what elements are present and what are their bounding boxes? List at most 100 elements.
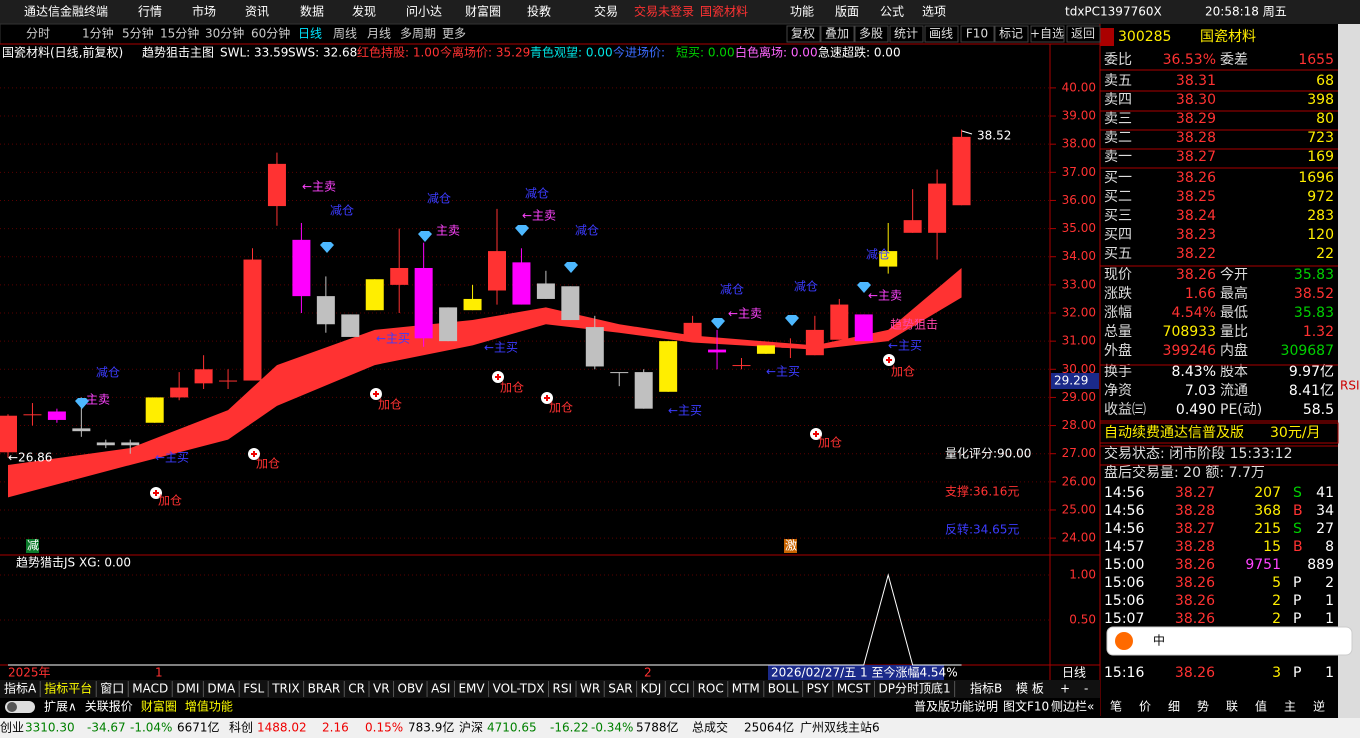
tab-right[interactable]: 指标B xyxy=(970,681,1002,696)
indicator-tab[interactable]: 指标平台 xyxy=(44,681,92,696)
toolbar-button[interactable]: F10 xyxy=(966,27,988,41)
menu-item[interactable]: 发现 xyxy=(352,4,376,19)
indicator-tab[interactable]: OBV xyxy=(398,682,424,696)
indicator-tab[interactable]: 窗口 xyxy=(100,682,124,696)
menu-item[interactable]: 交易 xyxy=(594,4,618,19)
period-tab[interactable]: 1分钟 xyxy=(82,26,114,41)
indicator-tab[interactable]: ASI xyxy=(431,682,450,696)
book-label: 卖二 xyxy=(1104,130,1132,146)
indicator-tab[interactable]: DMA xyxy=(207,682,236,696)
period-tab[interactable]: 日线 xyxy=(298,27,322,41)
tick-count: 41 xyxy=(1316,485,1334,501)
quote-tab[interactable]: 逆 xyxy=(1313,699,1325,714)
quote-tab[interactable]: 细 xyxy=(1168,700,1180,714)
quote-tab[interactable]: 联 xyxy=(1226,700,1238,714)
menu-item[interactable]: 行情 xyxy=(138,5,162,19)
period-tab[interactable]: 多周期 xyxy=(400,27,436,41)
indicator-tab[interactable]: EMV xyxy=(458,682,485,696)
toolbar-button[interactable]: 画线 xyxy=(929,27,953,41)
indicator-tab[interactable]: 指标A xyxy=(4,681,37,696)
tick-volume: 15 xyxy=(1263,539,1281,555)
sidebar-bg xyxy=(1338,24,1360,718)
indicator-tab[interactable]: SAR xyxy=(608,682,632,696)
chart-annotation: 反转:34.65元 xyxy=(945,522,1019,537)
period-tab[interactable]: 30分钟 xyxy=(205,26,244,41)
indicator-tab[interactable]: TRIX xyxy=(271,682,299,696)
status-item: 0.15% xyxy=(365,721,403,735)
menu-item[interactable]: 市场 xyxy=(192,4,216,19)
ext-tab[interactable]: 增值功能 xyxy=(185,699,233,714)
menu-item[interactable]: 公式 xyxy=(880,5,904,19)
menu-item[interactable]: 问小达 xyxy=(406,5,442,19)
period-tab[interactable]: 5分钟 xyxy=(122,26,154,41)
indicator-tab[interactable]: CR xyxy=(348,682,365,696)
toolbar-button[interactable]: 返回 xyxy=(1071,27,1095,41)
quote-tab[interactable]: 价 xyxy=(1139,700,1151,714)
menu-alert[interactable]: 交易未登录 xyxy=(634,4,694,19)
period-tab[interactable]: 更多 xyxy=(442,27,466,41)
tab-right[interactable]: 模 板 xyxy=(1016,682,1044,696)
ext-tab-right[interactable]: 普及版功能说明 xyxy=(914,699,998,714)
tick-count: 8 xyxy=(1325,539,1334,555)
indicator-tab[interactable]: MCST xyxy=(837,682,871,696)
indicator-line xyxy=(8,573,962,666)
toolbar-button[interactable]: +自选 xyxy=(1030,27,1064,41)
status-item: 25064亿 xyxy=(744,720,794,735)
period-tab[interactable]: 15分钟 xyxy=(160,26,199,41)
quote-tab[interactable]: 主 xyxy=(1284,700,1296,714)
toolbar-button[interactable]: 统计 xyxy=(894,27,918,41)
indicator-tab[interactable]: MACD xyxy=(132,682,168,696)
tick-count: 889 xyxy=(1307,557,1334,573)
indicator-tab[interactable]: RSI xyxy=(553,682,573,696)
indicator-tab[interactable]: DMI xyxy=(176,682,199,696)
menu-item[interactable]: 投教 xyxy=(527,4,551,19)
quote-tab[interactable]: 势 xyxy=(1197,700,1209,714)
stat-value: 708933 xyxy=(1163,324,1216,340)
indicator-tab[interactable]: FSL xyxy=(243,682,264,696)
toolbar-button[interactable]: 复权 xyxy=(791,27,815,41)
period-tab[interactable]: 月线 xyxy=(367,27,391,41)
indicator-tab[interactable]: VR xyxy=(373,682,390,696)
indicator-tab[interactable]: PSY xyxy=(807,682,830,696)
x-info: 2026/02/27/五 1 至今涨幅4.54% xyxy=(771,665,958,680)
stat-label: 外盘 xyxy=(1104,342,1132,359)
menu-alert[interactable]: 国瓷材料 xyxy=(700,5,748,19)
menu-item[interactable]: 功能 xyxy=(790,5,814,19)
indicator-tab[interactable]: CCI xyxy=(669,682,689,696)
ad-text[interactable]: 自动续费通达信普及版 xyxy=(1104,424,1244,441)
indicator-tab[interactable]: WR xyxy=(580,682,600,696)
menu-item[interactable]: 版面 xyxy=(835,5,859,19)
book-volume: 723 xyxy=(1307,130,1334,146)
ext-tab[interactable]: 关联报价 xyxy=(85,699,133,714)
toolbar-button[interactable]: 标记 xyxy=(999,27,1023,41)
toolbar-button[interactable]: 多股 xyxy=(859,27,883,41)
high-marker xyxy=(961,130,973,135)
ext-tab-right[interactable]: 图文F10 xyxy=(1003,699,1049,714)
stat-label: 涨跌 xyxy=(1104,286,1132,302)
indicator-tab[interactable]: KDJ xyxy=(641,682,662,696)
indicator-tab[interactable]: DP分时顶底1 xyxy=(879,681,951,696)
user-id: tdxPC1397760X xyxy=(1065,5,1162,19)
tab-right[interactable]: - xyxy=(1084,682,1088,696)
period-tab[interactable]: 60分钟 xyxy=(251,26,290,41)
indicator-tab[interactable]: VOL-TDX xyxy=(493,682,545,696)
diamond-icon xyxy=(320,242,334,253)
menu-item[interactable]: 资讯 xyxy=(245,5,269,19)
indicator-tab[interactable]: MTM xyxy=(732,682,760,696)
menu-item[interactable]: 财富圈 xyxy=(465,4,501,19)
ext-tab[interactable]: 财富圈 xyxy=(141,699,177,714)
indicator-tab[interactable]: ROC xyxy=(698,682,724,696)
tab-right[interactable]: + xyxy=(1060,682,1070,696)
indicator-tab[interactable]: BOLL xyxy=(768,682,799,696)
period-tab[interactable]: 分时 xyxy=(26,27,50,41)
ext-tab-right[interactable]: 侧边栏« xyxy=(1051,699,1094,714)
book-volume: 1696 xyxy=(1298,170,1334,186)
ext-tab[interactable]: 扩展∧ xyxy=(44,700,77,714)
period-tab[interactable]: 周线 xyxy=(333,27,357,41)
quote-tab[interactable]: 笔 xyxy=(1110,699,1122,714)
indicator-tab[interactable]: BRAR xyxy=(308,682,341,696)
quote-tab[interactable]: 值 xyxy=(1255,699,1267,714)
toolbar-button[interactable]: 叠加 xyxy=(825,27,849,41)
menu-item[interactable]: 数据 xyxy=(300,4,324,19)
menu-item[interactable]: 选项 xyxy=(922,5,946,19)
